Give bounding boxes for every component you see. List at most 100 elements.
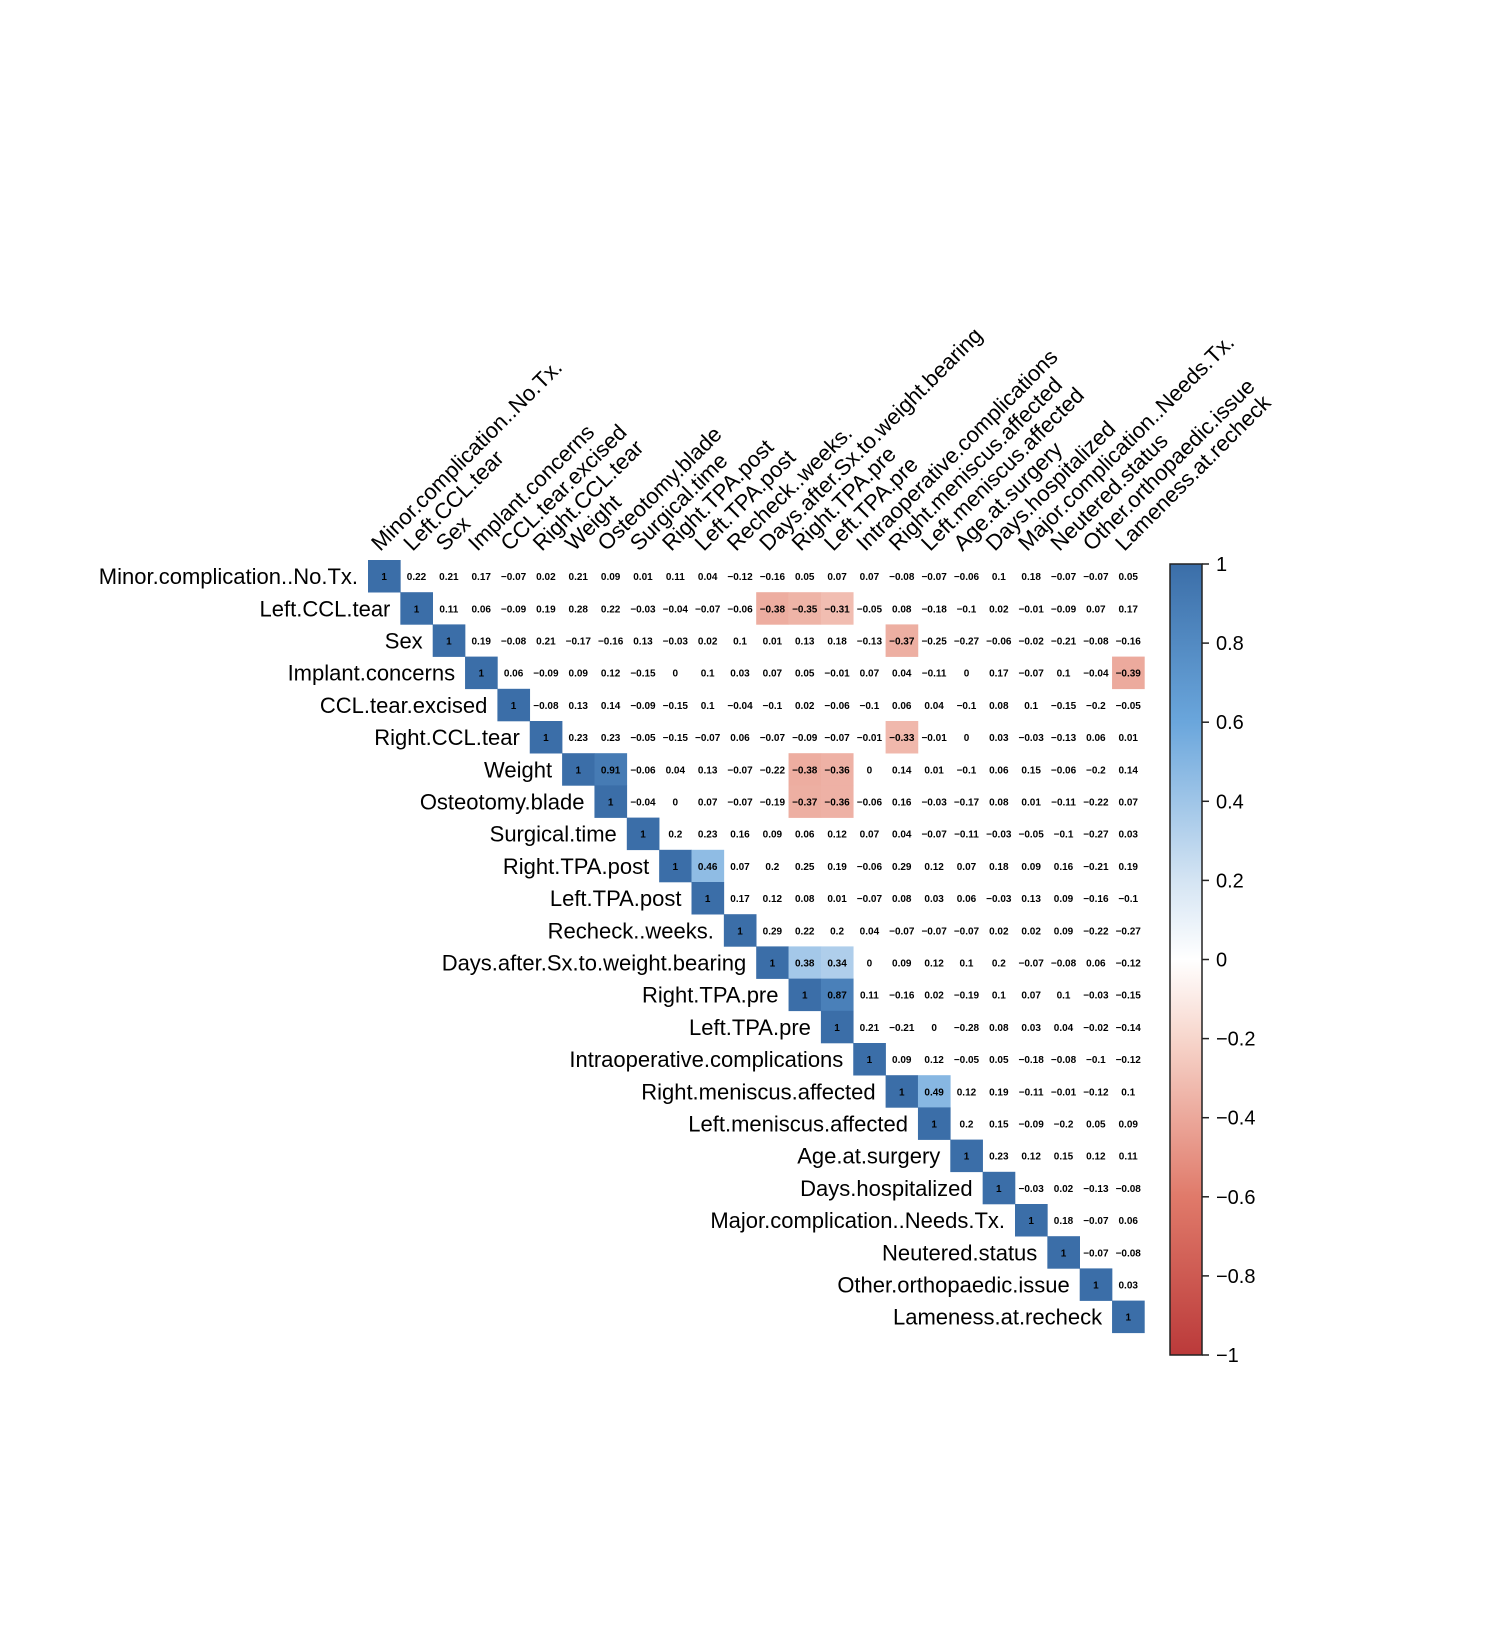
- cell-left-meniscus-affected-left-meniscus-affected: [917, 1107, 951, 1140]
- cell-left-tpa-post-lameness-at-recheck-value: −0.1: [1118, 894, 1138, 905]
- colorbar-tick-label: −0.2: [1216, 1029, 1255, 1051]
- colorbar-tick-label: 1: [1216, 554, 1227, 576]
- cell-days-after-sx-to-weight-bearing-left-meniscus-affected-value: 0.12: [924, 959, 944, 970]
- cell-right-tpa-post-right-tpa-post-value: 1: [673, 862, 679, 873]
- cell-days-after-sx-to-weight-bearing-left-tpa-pre-value: 0.34: [827, 959, 847, 970]
- cell-minor-complication-no-tx-right-ccl-tear-value: 0.02: [536, 572, 556, 583]
- cell-other-orthopaedic-issue-other-orthopaedic-issue-value: 1: [1093, 1281, 1099, 1292]
- row-label-major-complication-needs-tx: Major.complication..Needs.Tx.: [710, 1208, 1005, 1233]
- cell-right-ccl-tear-age-at-surgery-value: 0: [964, 733, 970, 744]
- cell-intraoperative-complications-intraoperative-complications-value: 1: [867, 1055, 873, 1066]
- cell-left-tpa-pre-other-orthopaedic-issue-value: −0.02: [1083, 1023, 1109, 1034]
- cell-sex-left-tpa-post-value: 0.02: [698, 637, 718, 648]
- cell-implant-concerns-lameness-at-recheck-value: −0.39: [1116, 669, 1142, 680]
- cell-left-ccl-tear-days-after-sx-to-weight-bearing-value: −0.38: [760, 604, 786, 615]
- cell-right-ccl-tear-right-ccl-tear: [529, 721, 563, 754]
- cell-minor-complication-no-tx-neutered-status-value: −0.07: [1051, 572, 1077, 583]
- row-label-neutered-status: Neutered.status: [882, 1240, 1037, 1265]
- cell-osteotomy-blade-intraoperative-complications-value: −0.06: [857, 798, 883, 809]
- row-label-osteotomy-blade: Osteotomy.blade: [420, 790, 585, 815]
- cell-intraoperative-complications-right-meniscus-affected-value: 0.09: [892, 1055, 912, 1066]
- cell-age-at-surgery-major-complication-needs-tx-value: 0.12: [1021, 1152, 1041, 1163]
- cell-sex-left-meniscus-affected-value: −0.25: [921, 637, 947, 648]
- cell-intraoperative-complications-major-complication-needs-tx-value: −0.18: [1019, 1055, 1045, 1066]
- cell-sex-sex: [432, 624, 466, 657]
- cell-weight-left-tpa-pre: [820, 753, 854, 786]
- cell-other-orthopaedic-issue-other-orthopaedic-issue: [1079, 1268, 1113, 1301]
- cell-left-tpa-post-other-orthopaedic-issue-value: −0.16: [1083, 894, 1109, 905]
- cell-surgical-time-left-tpa-pre-value: 0.12: [827, 830, 847, 841]
- cell-implant-concerns-days-hospitalized-value: 0.17: [989, 669, 1009, 680]
- cell-left-ccl-tear-surgical-time-value: −0.03: [630, 604, 656, 615]
- cell-left-tpa-post-age-at-surgery-value: 0.06: [957, 894, 977, 905]
- cell-osteotomy-blade-surgical-time-value: −0.04: [630, 798, 656, 809]
- cell-sex-ccl-tear-excised-value: −0.08: [501, 637, 527, 648]
- cell-osteotomy-blade-major-complication-needs-tx-value: 0.01: [1021, 798, 1041, 809]
- cell-sex-surgical-time-value: 0.13: [633, 637, 653, 648]
- cell-right-ccl-tear-right-ccl-tear-value: 1: [543, 733, 549, 744]
- cell-right-ccl-tear-right-tpa-pre-value: −0.09: [792, 733, 818, 744]
- cell-days-after-sx-to-weight-bearing-intraoperative-complications-value: 0: [867, 959, 873, 970]
- cell-osteotomy-blade-left-meniscus-affected-value: −0.03: [921, 798, 947, 809]
- row-label-weight: Weight: [484, 757, 552, 782]
- row-label-right-meniscus-affected: Right.meniscus.affected: [641, 1079, 875, 1104]
- row-label-lameness-at-recheck: Lameness.at.recheck: [893, 1305, 1103, 1330]
- cell-surgical-time-recheck-weeks-value: 0.16: [730, 830, 750, 841]
- cell-implant-concerns-surgical-time-value: −0.15: [630, 669, 656, 680]
- cell-intraoperative-complications-left-meniscus-affected-value: 0.12: [924, 1055, 944, 1066]
- cell-right-meniscus-affected-age-at-surgery-value: 0.12: [957, 1087, 977, 1098]
- cell-weight-right-meniscus-affected-value: 0.14: [892, 765, 912, 776]
- cell-left-ccl-tear-lameness-at-recheck-value: 0.17: [1118, 604, 1138, 615]
- cell-weight-other-orthopaedic-issue-value: −0.2: [1086, 765, 1106, 776]
- cell-ccl-tear-excised-days-after-sx-to-weight-bearing-value: −0.1: [763, 701, 783, 712]
- cell-osteotomy-blade-days-hospitalized-value: 0.08: [989, 798, 1009, 809]
- cell-right-ccl-tear-left-meniscus-affected-value: −0.01: [921, 733, 947, 744]
- cell-sex-recheck-weeks-value: 0.1: [733, 637, 747, 648]
- cell-surgical-time-other-orthopaedic-issue-value: −0.27: [1083, 830, 1109, 841]
- cell-left-ccl-tear-ccl-tear-excised-value: −0.09: [501, 604, 527, 615]
- cell-minor-complication-no-tx-left-tpa-pre-value: 0.07: [827, 572, 847, 583]
- cell-neutered-status-other-orthopaedic-issue-value: −0.07: [1083, 1248, 1109, 1259]
- cell-days-after-sx-to-weight-bearing-major-complication-needs-tx-value: −0.07: [1019, 959, 1045, 970]
- cell-weight-intraoperative-complications-value: 0: [867, 765, 873, 776]
- cell-osteotomy-blade-days-after-sx-to-weight-bearing-value: −0.19: [760, 798, 786, 809]
- cell-days-after-sx-to-weight-bearing-right-meniscus-affected-value: 0.09: [892, 959, 912, 970]
- cell-minor-complication-no-tx-major-complication-needs-tx-value: 0.18: [1021, 572, 1041, 583]
- cell-days-after-sx-to-weight-bearing-neutered-status-value: −0.08: [1051, 959, 1077, 970]
- cell-right-tpa-post-age-at-surgery-value: 0.07: [957, 862, 977, 873]
- cell-right-meniscus-affected-lameness-at-recheck-value: 0.1: [1121, 1087, 1135, 1098]
- cell-age-at-surgery-neutered-status-value: 0.15: [1054, 1152, 1074, 1163]
- cell-minor-complication-no-tx-surgical-time-value: 0.01: [633, 572, 653, 583]
- cell-left-tpa-post-major-complication-needs-tx-value: 0.13: [1021, 894, 1041, 905]
- cell-minor-complication-no-tx-lameness-at-recheck-value: 0.05: [1118, 572, 1138, 583]
- cell-ccl-tear-excised-left-tpa-pre-value: −0.06: [824, 701, 850, 712]
- cell-right-ccl-tear-days-after-sx-to-weight-bearing-value: −0.07: [760, 733, 786, 744]
- cell-ccl-tear-excised-osteotomy-blade-value: 0.14: [601, 701, 621, 712]
- cell-surgical-time-right-tpa-post-value: 0.2: [668, 830, 682, 841]
- cell-left-tpa-pre-right-meniscus-affected-value: −0.21: [889, 1023, 915, 1034]
- cell-osteotomy-blade-age-at-surgery-value: −0.17: [954, 798, 980, 809]
- cell-minor-complication-no-tx-other-orthopaedic-issue-value: −0.07: [1083, 572, 1109, 583]
- cell-surgical-time-left-tpa-post-value: 0.23: [698, 830, 718, 841]
- cell-sex-right-tpa-pre-value: 0.13: [795, 637, 815, 648]
- colorbar-scale: [1169, 563, 1203, 1356]
- colorbar-tick-label: −0.6: [1216, 1187, 1255, 1209]
- cell-days-after-sx-to-weight-bearing-days-after-sx-to-weight-bearing: [756, 946, 789, 979]
- cell-days-hospitalized-lameness-at-recheck-value: −0.08: [1116, 1184, 1142, 1195]
- cell-left-tpa-post-right-meniscus-affected-value: 0.08: [892, 894, 912, 905]
- cell-surgical-time-major-complication-needs-tx-value: −0.05: [1019, 830, 1045, 841]
- cell-days-after-sx-to-weight-bearing-right-tpa-pre-value: 0.38: [795, 959, 815, 970]
- cell-days-after-sx-to-weight-bearing-left-tpa-pre: [820, 946, 854, 979]
- cell-surgical-time-age-at-surgery-value: −0.11: [954, 830, 979, 841]
- cell-right-meniscus-affected-left-meniscus-affected-value: 0.49: [924, 1087, 944, 1098]
- cell-other-orthopaedic-issue-lameness-at-recheck-value: 0.03: [1118, 1281, 1138, 1292]
- cell-left-tpa-post-right-tpa-pre-value: 0.08: [795, 894, 815, 905]
- cell-surgical-time-days-after-sx-to-weight-bearing-value: 0.09: [763, 830, 783, 841]
- cell-right-tpa-pre-right-meniscus-affected-value: −0.16: [889, 991, 915, 1002]
- cell-intraoperative-complications-intraoperative-complications: [853, 1043, 886, 1076]
- cell-weight-neutered-status-value: −0.06: [1051, 765, 1077, 776]
- cell-right-tpa-post-right-meniscus-affected-value: 0.29: [892, 862, 912, 873]
- cell-days-hospitalized-other-orthopaedic-issue-value: −0.13: [1083, 1184, 1109, 1195]
- cell-days-after-sx-to-weight-bearing-right-tpa-pre: [788, 946, 822, 979]
- cell-minor-complication-no-tx-intraoperative-complications-value: 0.07: [860, 572, 880, 583]
